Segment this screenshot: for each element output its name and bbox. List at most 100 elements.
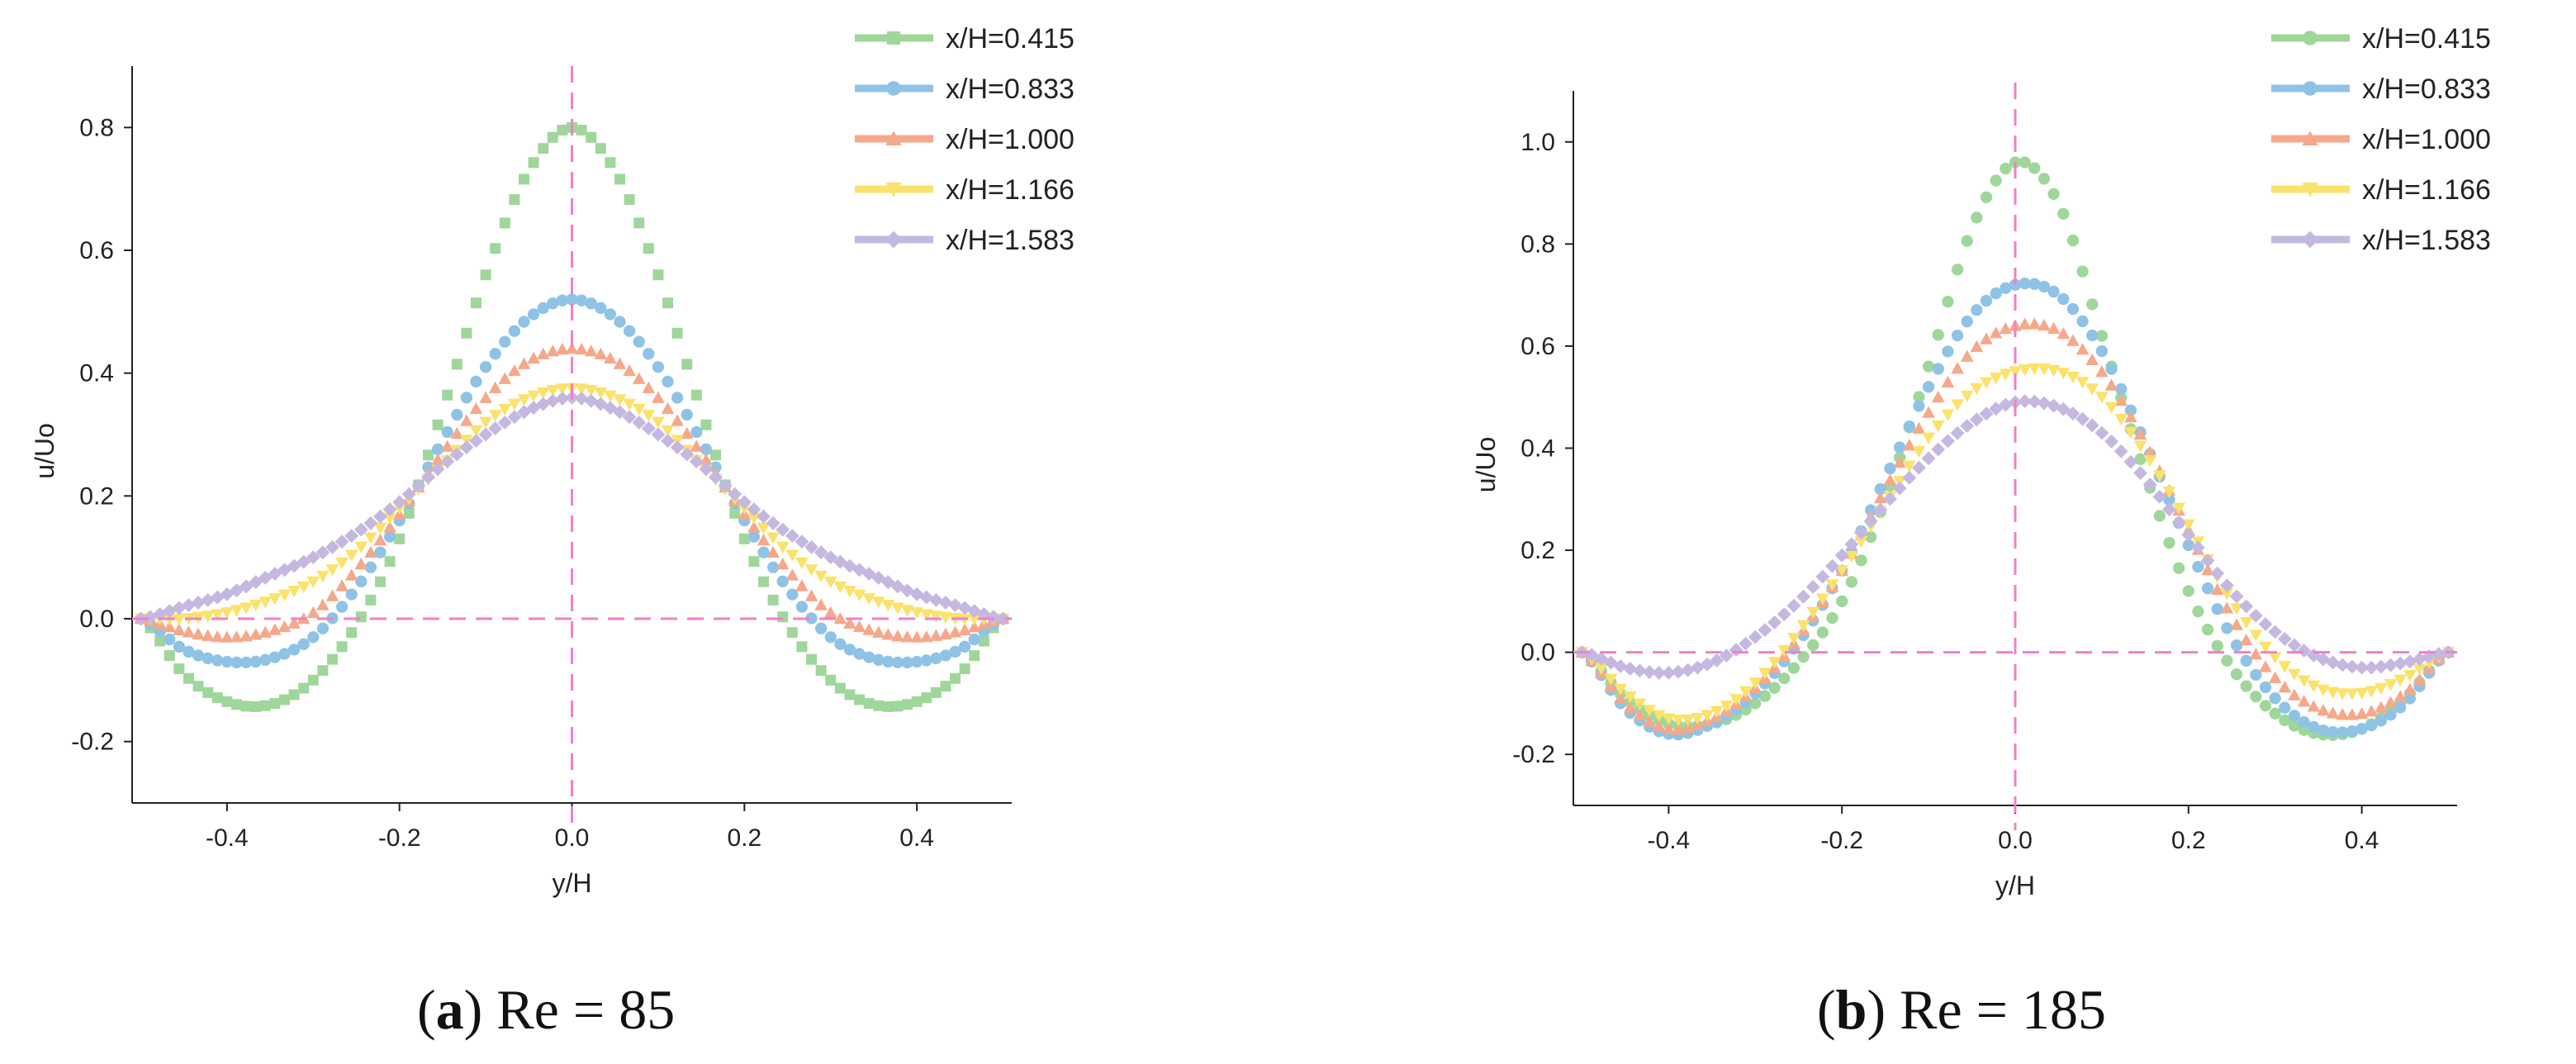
data-point: [1912, 421, 1926, 434]
data-point: [2066, 406, 2080, 421]
data-point: [1681, 714, 1695, 727]
data-point: [1719, 648, 1734, 663]
data-point: [1951, 264, 1964, 276]
data-point: [642, 381, 656, 393]
data-point: [547, 131, 558, 143]
data-point: [575, 294, 588, 306]
data-point: [757, 533, 771, 546]
data-point: [594, 387, 608, 400]
legend-marker: [885, 183, 902, 197]
data-point: [613, 357, 627, 369]
data-point: [910, 630, 923, 643]
data-point: [844, 689, 856, 701]
data-point: [902, 699, 913, 710]
data-point: [2355, 723, 2368, 735]
data-point: [2345, 659, 2360, 674]
data-point: [901, 656, 913, 669]
data-point: [2258, 617, 2273, 631]
data-point: [2104, 434, 2119, 449]
x-tick-label: -0.4: [206, 824, 249, 852]
data-point: [202, 686, 214, 698]
data-point: [557, 124, 568, 135]
data-point: [1844, 537, 1859, 552]
data-point: [1816, 626, 1829, 639]
data-point: [432, 419, 444, 430]
data-point: [2384, 709, 2397, 721]
data-point: [2288, 720, 2301, 732]
data-point: [651, 427, 666, 442]
data-point: [2278, 681, 2292, 693]
data-point: [930, 686, 942, 698]
data-point: [852, 620, 866, 633]
caption-a: (a) Re = 85: [417, 978, 675, 1041]
data-point: [2239, 633, 2253, 646]
data-point: [2326, 686, 2340, 699]
data-point: [306, 550, 320, 565]
data-point: [556, 294, 569, 306]
data-point: [2268, 625, 2283, 639]
y-tick-label: 0.4: [1520, 435, 1555, 463]
data-point: [211, 692, 223, 704]
data-point: [306, 576, 320, 589]
data-point: [2220, 588, 2234, 601]
data-point: [373, 522, 387, 534]
data-point: [854, 694, 866, 705]
data-point: [2019, 156, 2031, 169]
data-point: [287, 586, 301, 598]
data-point: [489, 348, 501, 360]
data-point: [642, 410, 656, 422]
data-point: [1642, 665, 1657, 680]
data-point: [259, 653, 272, 666]
data-point: [729, 507, 741, 519]
data-point: [382, 502, 397, 517]
data-point: [240, 602, 253, 615]
data-point: [2124, 426, 2137, 439]
data-point: [2287, 638, 2302, 653]
data-point: [1604, 680, 1618, 692]
data-point: [2422, 649, 2436, 664]
data-point: [1942, 345, 1954, 358]
y-tick-label: 1.0: [1520, 129, 1555, 156]
data-point: [710, 449, 722, 461]
y-tick-label: 0.8: [1520, 230, 1555, 258]
data-point: [2057, 326, 2071, 340]
x-tick-label: 0.0: [555, 824, 590, 852]
data-point: [967, 604, 982, 619]
data-point: [2210, 582, 2224, 596]
data-point: [546, 344, 560, 357]
data-point: [442, 389, 453, 401]
data-point: [1874, 482, 1886, 496]
data-point: [2105, 363, 2118, 375]
data-point: [537, 302, 549, 315]
data-point: [873, 700, 885, 711]
data-point: [1643, 705, 1656, 717]
legend-label: x/H=0.833: [2362, 74, 2491, 105]
data-point: [2104, 401, 2118, 414]
data-point: [1796, 589, 1811, 604]
data-point: [2153, 470, 2166, 482]
data-point: [2239, 599, 2254, 614]
data-point: [172, 601, 187, 615]
data-point: [364, 545, 377, 558]
legend-label: x/H=1.583: [946, 225, 1075, 256]
data-point: [2152, 489, 2167, 504]
data-point: [259, 625, 273, 638]
data-point: [182, 625, 196, 638]
data-point: [690, 389, 702, 401]
data-point: [1816, 593, 1829, 606]
data-point: [910, 607, 923, 620]
data-point: [882, 655, 894, 668]
data-point: [325, 589, 339, 601]
data-point: [316, 622, 330, 634]
data-point: [833, 554, 847, 569]
x-tick-label: 0.2: [2171, 827, 2206, 854]
data-point: [469, 401, 483, 415]
data-point: [164, 650, 175, 662]
data-point: [1874, 491, 1887, 504]
data-point: [547, 297, 559, 310]
data-point: [1999, 321, 2013, 335]
data-point: [776, 557, 790, 570]
data-point: [814, 622, 828, 634]
data-point: [2394, 701, 2407, 714]
data-point: [315, 545, 330, 560]
